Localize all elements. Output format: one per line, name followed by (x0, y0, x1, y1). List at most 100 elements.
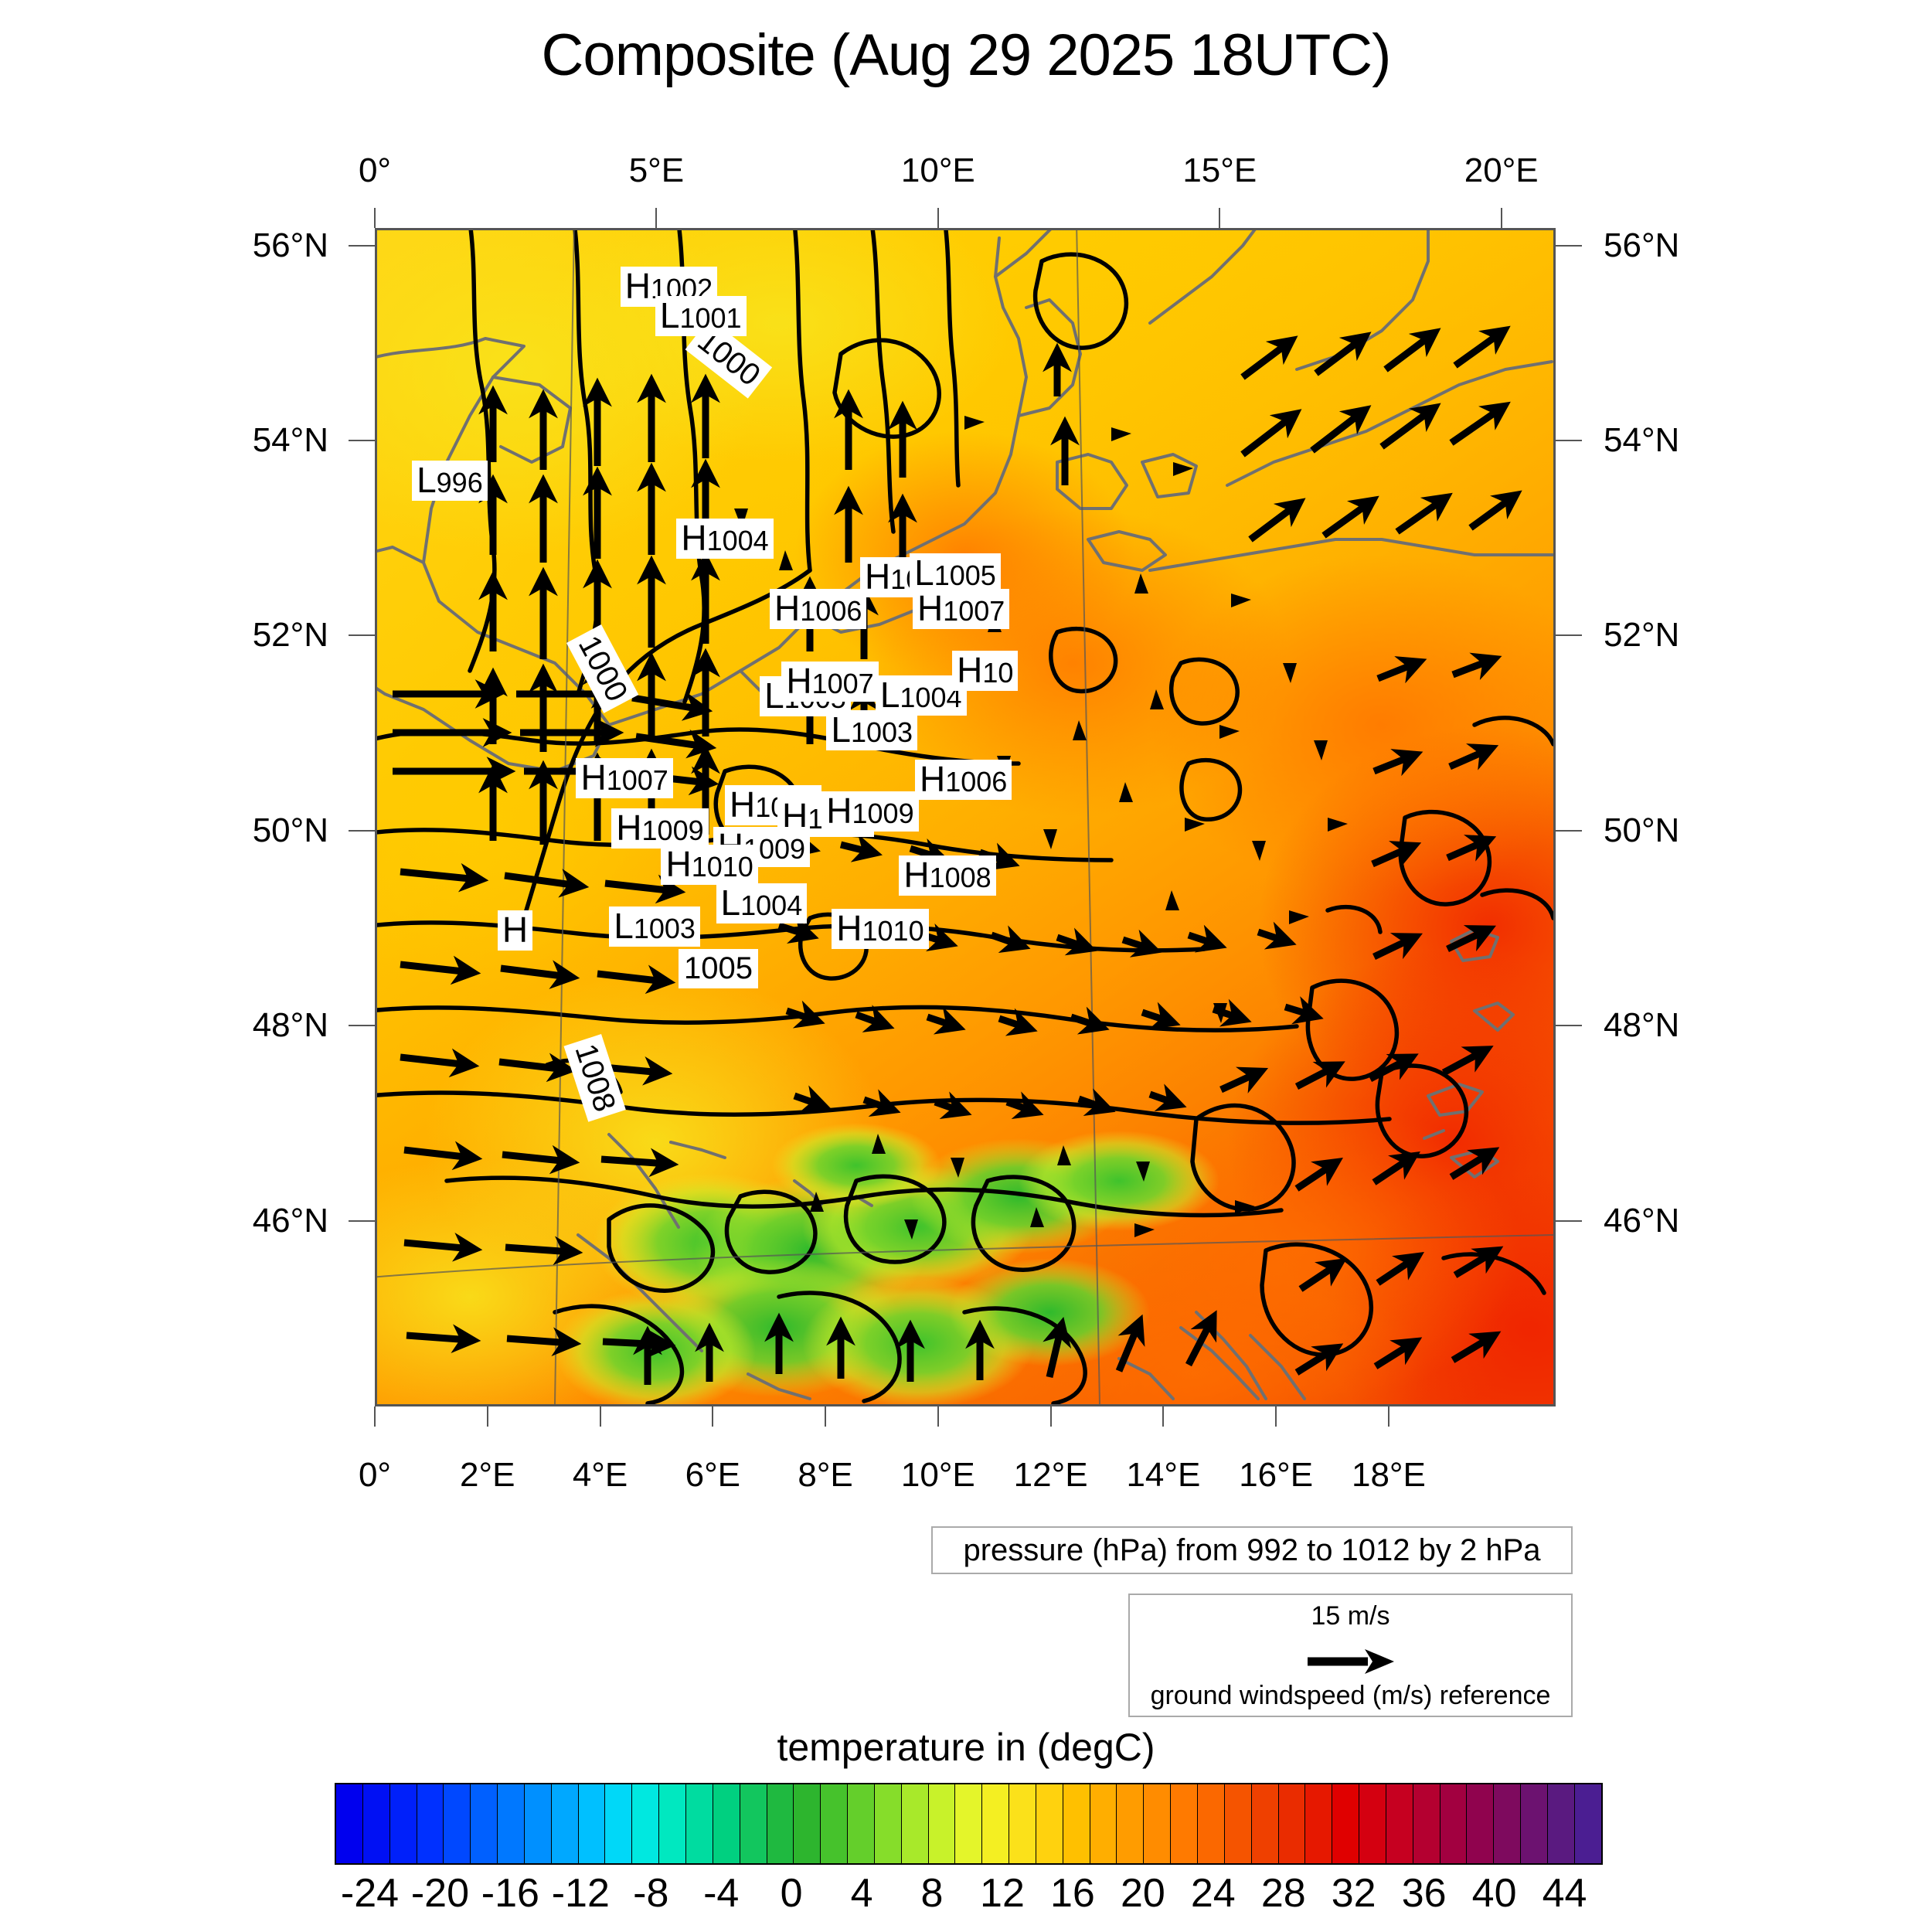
axis-tick (1162, 1406, 1165, 1427)
pressure-marker-low: L1004 (875, 675, 967, 716)
colorbar-tick: -12 (551, 1871, 610, 1916)
colorbar-swatch (659, 1784, 686, 1863)
axis-tick (599, 1406, 601, 1427)
lon-label-top: 0° (358, 151, 392, 189)
lat-label-left: 48°N (252, 1006, 328, 1045)
colorbar-swatch (901, 1784, 929, 1863)
colorbar-swatch (713, 1784, 740, 1863)
pressure-legend-box: pressure (hPa) from 992 to 1012 by 2 hPa (931, 1526, 1573, 1574)
pressure-marker-high: H (497, 910, 533, 951)
lat-label-right: 50°N (1604, 811, 1680, 850)
pressure-marker-high: H10 (952, 650, 1019, 691)
temperature-colorbar[interactable] (335, 1783, 1603, 1865)
axis-tick (374, 1406, 376, 1427)
pressure-marker-high: H1009 (821, 791, 919, 832)
lat-label-left: 46°N (252, 1201, 328, 1240)
axis-tick (937, 208, 939, 228)
colorbar-tick: -24 (340, 1871, 400, 1916)
axis-tick (1275, 1406, 1277, 1427)
lon-label-top: 10°E (900, 151, 975, 189)
pressure-marker-high: H1004 (676, 518, 774, 559)
colorbar-tick: 4 (850, 1871, 873, 1916)
colorbar-swatch (1413, 1784, 1440, 1863)
colorbar-swatch (498, 1784, 525, 1863)
colorbar-swatch (471, 1784, 498, 1863)
colorbar-swatch (1332, 1784, 1360, 1863)
axis-tick (1049, 1406, 1052, 1427)
pressure-marker-high: H1008 (899, 855, 996, 896)
colorbar-swatch (848, 1784, 875, 1863)
colorbar-tick: 36 (1401, 1871, 1447, 1916)
colorbar-swatch (444, 1784, 471, 1863)
lon-label-bottom: 6°E (685, 1456, 741, 1494)
lon-label-top: 20°E (1464, 151, 1539, 189)
pressure-marker-high: H1007 (912, 588, 1010, 629)
axis-tick (1500, 208, 1502, 228)
colorbar-tick: 44 (1542, 1871, 1587, 1916)
lon-label-bottom: 16°E (1239, 1456, 1314, 1494)
axis-tick (1556, 1025, 1582, 1027)
colorbar-swatch (1144, 1784, 1172, 1863)
pressure-legend-text: pressure (hPa) from 992 to 1012 by 2 hPa (963, 1532, 1541, 1567)
wind-reference-caption: ground windspeed (m/s) reference (1150, 1681, 1551, 1710)
pressure-marker-low: L1005 (910, 553, 1001, 594)
lat-label-left: 52°N (252, 616, 328, 655)
colorbar-swatch (1224, 1784, 1252, 1863)
colorbar-tick: 16 (1049, 1871, 1095, 1916)
colorbar-swatch (1009, 1784, 1036, 1863)
pressure-marker-high: H1010 (832, 909, 929, 950)
colorbar-swatch (578, 1784, 606, 1863)
axis-tick (712, 1406, 714, 1427)
axis-tick (349, 830, 375, 832)
axis-tick (349, 244, 375, 247)
lon-label-top: 15°E (1182, 151, 1257, 189)
lon-label-bottom: 0° (358, 1456, 392, 1494)
pressure-marker-low: L1001 (655, 296, 747, 337)
colorbar-swatch (1467, 1784, 1495, 1863)
colorbar-swatch (1574, 1784, 1601, 1863)
pressure-marker-high: H1002 (620, 266, 718, 307)
colorbar-swatch (767, 1784, 794, 1863)
pressure-marker-low: L1004 (716, 883, 808, 923)
colorbar-swatch (1090, 1784, 1117, 1863)
colorbar-tick: -8 (633, 1871, 669, 1916)
colorbar-tick: -20 (410, 1871, 469, 1916)
colorbar-swatch (1494, 1784, 1522, 1863)
axis-tick (1556, 830, 1582, 832)
axis-tick (937, 1406, 939, 1427)
lon-label-bottom: 14°E (1126, 1456, 1201, 1494)
colorbar-swatch (1547, 1784, 1575, 1863)
wind-reference-arrow-icon (1307, 1649, 1394, 1674)
axis-tick (1219, 208, 1221, 228)
graticule (377, 230, 1553, 1404)
wind-reference-value: 15 m/s (1311, 1601, 1390, 1631)
colorbar-swatch (1386, 1784, 1413, 1863)
colorbar-swatch (928, 1784, 956, 1863)
pressure-marker-low: L1003 (609, 906, 700, 947)
colorbar-swatch (685, 1784, 713, 1863)
pressure-marker-high: H1006 (915, 759, 1012, 800)
colorbar-tick: 0 (780, 1871, 803, 1916)
pressure-marker-high: H1009 (611, 808, 709, 849)
colorbar-tick: 8 (920, 1871, 944, 1916)
lon-label-bottom: 18°E (1351, 1456, 1426, 1494)
colorbar-swatch (1278, 1784, 1306, 1863)
lat-label-right: 46°N (1604, 1201, 1680, 1240)
colorbar-swatch (1036, 1784, 1063, 1863)
lat-label-left: 56°N (252, 226, 328, 264)
colorbar-swatch (1117, 1784, 1145, 1863)
pressure-marker-low: L996 (412, 460, 488, 501)
lon-label-bottom: 4°E (572, 1456, 628, 1494)
lat-label-right: 48°N (1604, 1006, 1680, 1045)
axis-tick (1556, 1219, 1582, 1222)
colorbar-swatch (1440, 1784, 1468, 1863)
lat-label-right: 52°N (1604, 616, 1680, 655)
weather-map: 1000 1000 1008 1005 H1002 L1001 L996 H1004 H… (375, 228, 1556, 1406)
colorbar-title: temperature in (degC) (777, 1726, 1155, 1769)
colorbar-swatch (1305, 1784, 1333, 1863)
axis-tick (349, 1219, 375, 1222)
colorbar-swatch (524, 1784, 552, 1863)
colorbar-swatch (821, 1784, 849, 1863)
colorbar-swatch (336, 1784, 363, 1863)
axis-tick (1556, 634, 1582, 637)
